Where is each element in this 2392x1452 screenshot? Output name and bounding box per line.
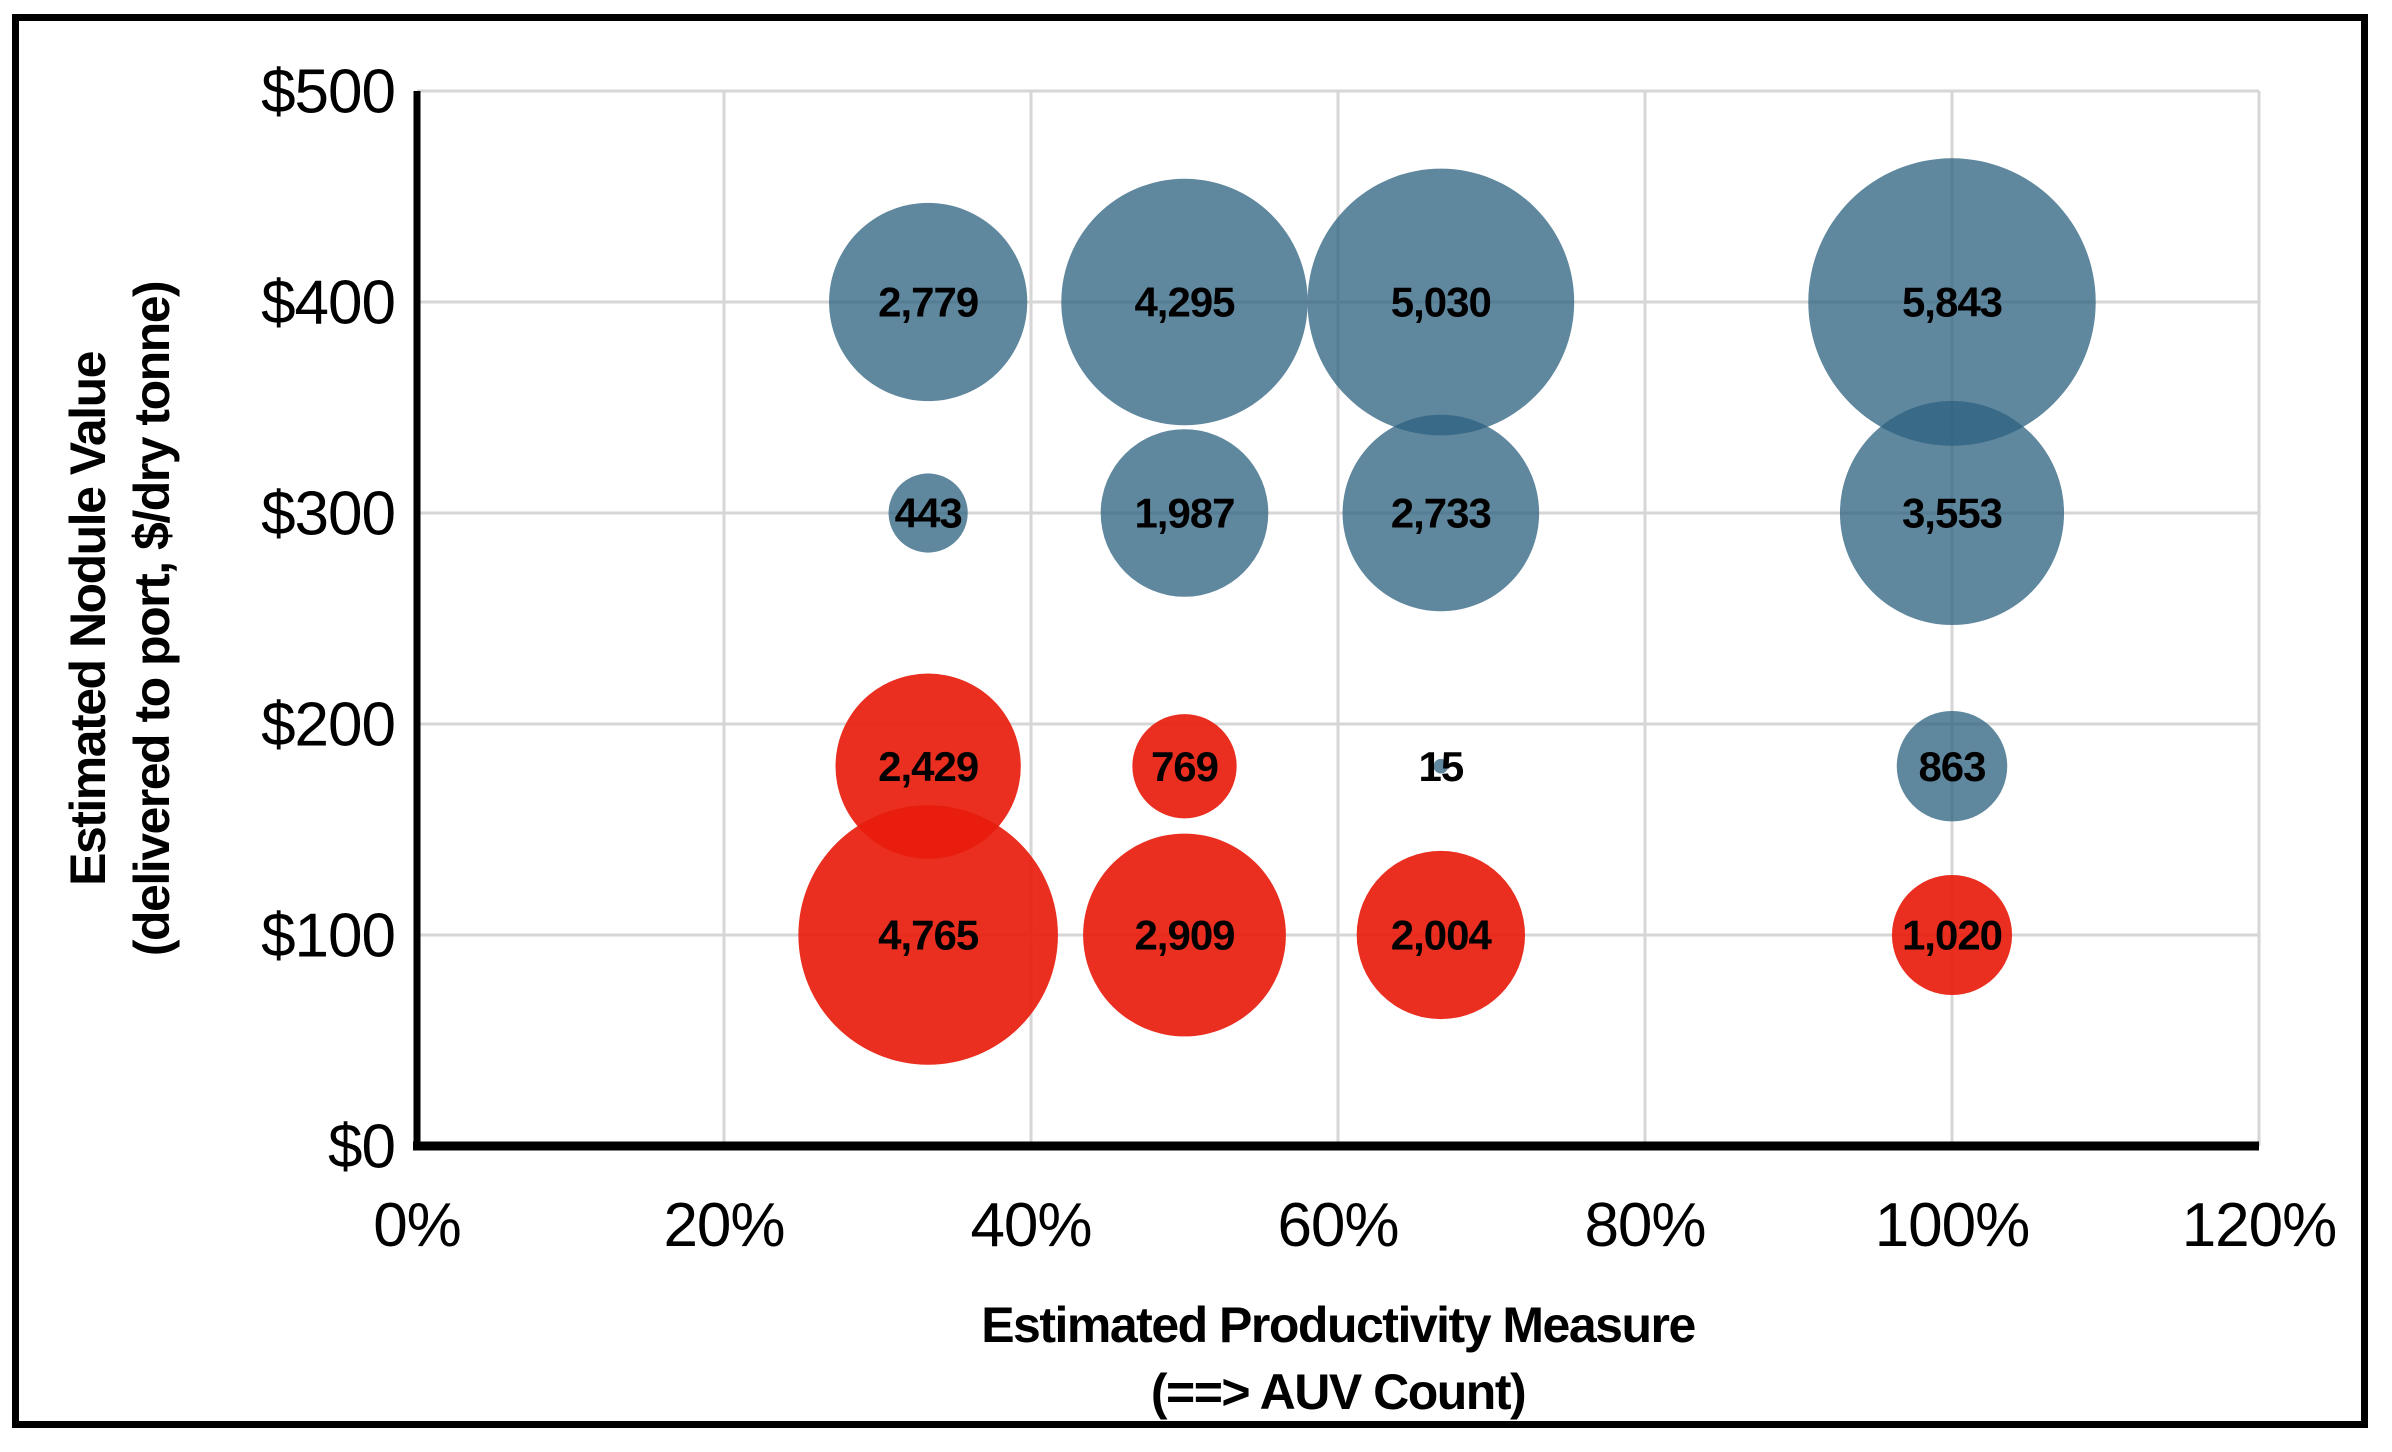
bubble: [1356, 850, 1526, 1020]
bubble: [1083, 833, 1286, 1037]
bubble-value-label: 863: [1918, 743, 1985, 790]
tick-labels: $0 $100 $200 $300 $400 $500 0% 20% 40% 60% 80% 100%…: [261, 58, 2337, 1260]
bubble-value-label: 2,733: [1391, 490, 1491, 537]
y-tick-label: $0: [328, 1113, 395, 1182]
bubble-value-label: 1,987: [1134, 490, 1234, 537]
bubble-value-label: 2,429: [878, 743, 978, 790]
bubble-value-label: 5,843: [1902, 279, 2002, 326]
bubble: [829, 202, 1028, 402]
bubble: [1891, 874, 2013, 996]
bubble: [888, 473, 968, 553]
bubble-value-label: 15: [1418, 743, 1463, 790]
figure-frame: 2,779 4,295 5,030 5,843 443 1,987 2,733 3,553 15…: [12, 14, 2368, 1428]
x-tick-label: 60%: [1277, 1191, 1398, 1260]
bubble-chart: 2,779 4,295 5,030 5,843 443 1,987 2,733 3,553 15…: [60, 58, 2337, 1420]
y-axis-title-line2: (delivered to port, $/dry tonne): [124, 282, 180, 956]
y-tick-label: $500: [261, 58, 395, 127]
bubble-value-label: 4,295: [1134, 279, 1235, 326]
bubble-value-label: 2,779: [878, 279, 978, 326]
bubble-value-label: 443: [895, 490, 962, 537]
bubble: [1433, 758, 1449, 774]
bubble: [798, 805, 1058, 1065]
bubble-labels: 2,779 4,295 5,030 5,843 443 1,987 2,733 3,553 15…: [878, 279, 2003, 959]
x-axis-title-line1: Estimated Productivity Measure: [981, 1297, 1695, 1353]
bubble: [1307, 168, 1575, 436]
x-tick-label: 120%: [2182, 1191, 2337, 1260]
y-axis-title-line1: Estimated Nodule Value: [60, 351, 116, 886]
bubble-value-label: 5,030: [1391, 279, 1491, 326]
x-tick-label: 40%: [970, 1191, 1091, 1260]
y-tick-label: $400: [261, 269, 395, 338]
x-tick-label: 20%: [663, 1191, 784, 1260]
bubble: [1061, 178, 1308, 426]
bubble-value-label: 2,004: [1391, 912, 1493, 959]
x-tick-label: 80%: [1584, 1191, 1705, 1260]
bubble-value-label: 2,909: [1134, 912, 1234, 959]
bubble: [1896, 710, 2008, 822]
bubble-series: [798, 158, 2096, 1065]
y-tick-label: $300: [261, 480, 395, 549]
bubble-value-label: 1,020: [1902, 912, 2002, 959]
bubble-value-label: 4,765: [878, 912, 979, 959]
bubble: [1808, 158, 2096, 446]
x-tick-label: 100%: [1875, 1191, 2030, 1260]
x-tick-label: 0%: [373, 1191, 461, 1260]
x-axis-title-line2: (==> AUV Count): [1151, 1364, 1525, 1420]
y-tick-label: $200: [261, 691, 395, 760]
y-tick-label: $100: [261, 902, 395, 971]
bubble: [1839, 400, 2065, 626]
bubble: [1100, 429, 1269, 597]
bubble: [1132, 714, 1237, 819]
bubble: [1342, 414, 1540, 612]
bubble: [835, 673, 1021, 859]
bubble-value-label: 769: [1151, 743, 1218, 790]
bubble-value-label: 3,553: [1902, 490, 2002, 537]
